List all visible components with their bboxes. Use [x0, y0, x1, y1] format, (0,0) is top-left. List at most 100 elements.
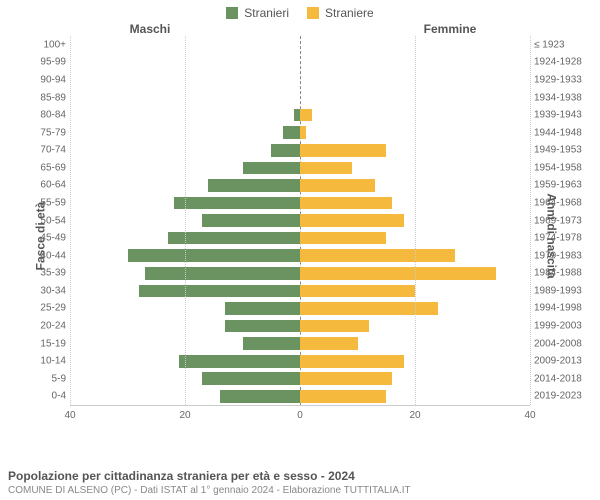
- birth-year-label: 2004-2008: [534, 338, 594, 349]
- bar-female: [300, 267, 496, 280]
- gridline: [185, 36, 186, 405]
- pyramid-row: 65-691954-1958: [70, 159, 530, 177]
- bar-male: [271, 144, 300, 157]
- bar-male: [145, 267, 300, 280]
- bar-female: [300, 285, 415, 298]
- legend: Stranieri Straniere: [0, 0, 600, 22]
- birth-year-label: 1984-1988: [534, 268, 594, 279]
- swatch-female: [307, 7, 319, 19]
- age-label: 0-4: [20, 391, 66, 402]
- birth-year-label: 1964-1968: [534, 197, 594, 208]
- bar-male: [225, 320, 300, 333]
- pyramid-row: 95-991924-1928: [70, 54, 530, 72]
- birth-year-label: 2019-2023: [534, 391, 594, 402]
- age-label: 5-9: [20, 373, 66, 384]
- legend-label-male: Stranieri: [244, 6, 289, 20]
- age-label: 90-94: [20, 74, 66, 85]
- birth-year-label: 1969-1973: [534, 215, 594, 226]
- pyramid-row: 90-941929-1933: [70, 71, 530, 89]
- bar-female: [300, 320, 369, 333]
- age-label: 55-59: [20, 197, 66, 208]
- birth-year-label: 2009-2013: [534, 356, 594, 367]
- age-label: 95-99: [20, 57, 66, 68]
- x-tick-label: 40: [524, 410, 535, 421]
- pyramid-row: 50-541969-1973: [70, 212, 530, 230]
- column-headers: Maschi Femmine: [0, 22, 600, 36]
- x-axis: 402002040: [70, 410, 530, 424]
- birth-year-label: 1934-1938: [534, 92, 594, 103]
- x-tick-label: 0: [297, 410, 303, 421]
- col-header-right: Femmine: [370, 22, 600, 36]
- pyramid-row: 100+≤ 1923: [70, 36, 530, 54]
- pyramid-row: 60-641959-1963: [70, 177, 530, 195]
- age-label: 40-44: [20, 250, 66, 261]
- bar-female: [300, 109, 312, 122]
- age-label: 45-49: [20, 233, 66, 244]
- birth-year-label: 1944-1948: [534, 127, 594, 138]
- pyramid-row: 0-42019-2023: [70, 388, 530, 406]
- x-tick-label: 20: [409, 410, 420, 421]
- age-label: 35-39: [20, 268, 66, 279]
- pyramid-row: 20-241999-2003: [70, 317, 530, 335]
- birth-year-label: 1949-1953: [534, 145, 594, 156]
- bar-male: [202, 372, 300, 385]
- bar-female: [300, 337, 358, 350]
- bar-female: [300, 249, 455, 262]
- bar-male: [128, 249, 301, 262]
- bar-female: [300, 390, 386, 403]
- age-label: 80-84: [20, 110, 66, 121]
- bar-female: [300, 355, 404, 368]
- bar-male: [139, 285, 300, 298]
- legend-item-male: Stranieri: [226, 6, 289, 20]
- x-tick-label: 20: [179, 410, 190, 421]
- footer: Popolazione per cittadinanza straniera p…: [8, 469, 592, 496]
- gridline: [70, 36, 71, 405]
- plot-area: 100+≤ 192395-991924-192890-941929-193385…: [70, 36, 530, 406]
- bar-male: [283, 126, 300, 139]
- bar-male: [208, 179, 300, 192]
- birth-year-label: 2014-2018: [534, 373, 594, 384]
- pyramid-row: 30-341989-1993: [70, 282, 530, 300]
- age-label: 25-29: [20, 303, 66, 314]
- birth-year-label: 1954-1958: [534, 162, 594, 173]
- age-label: 65-69: [20, 162, 66, 173]
- age-label: 30-34: [20, 285, 66, 296]
- x-tick-label: 40: [64, 410, 75, 421]
- age-label: 75-79: [20, 127, 66, 138]
- chart: Fasce di età Anni di nascita 100+≤ 19239…: [0, 36, 600, 436]
- pyramid-row: 55-591964-1968: [70, 194, 530, 212]
- bar-male: [225, 302, 300, 315]
- chart-subtitle: COMUNE DI ALSENO (PC) - Dati ISTAT al 1°…: [8, 485, 592, 496]
- gridline: [530, 36, 531, 405]
- birth-year-label: 1939-1943: [534, 110, 594, 121]
- pyramid-row: 35-391984-1988: [70, 265, 530, 283]
- swatch-male: [226, 7, 238, 19]
- bar-male: [179, 355, 300, 368]
- age-label: 15-19: [20, 338, 66, 349]
- pyramid-row: 75-791944-1948: [70, 124, 530, 142]
- bar-female: [300, 372, 392, 385]
- birth-year-label: 1979-1983: [534, 250, 594, 261]
- legend-label-female: Straniere: [325, 6, 374, 20]
- birth-year-label: ≤ 1923: [534, 39, 594, 50]
- legend-item-female: Straniere: [307, 6, 374, 20]
- age-label: 70-74: [20, 145, 66, 156]
- bar-female: [300, 162, 352, 175]
- rows-container: 100+≤ 192395-991924-192890-941929-193385…: [70, 36, 530, 405]
- bar-female: [300, 302, 438, 315]
- pyramid-row: 15-192004-2008: [70, 335, 530, 353]
- bar-female: [300, 214, 404, 227]
- bar-female: [300, 197, 392, 210]
- birth-year-label: 1959-1963: [534, 180, 594, 191]
- age-label: 50-54: [20, 215, 66, 226]
- birth-year-label: 1974-1978: [534, 233, 594, 244]
- pyramid-row: 45-491974-1978: [70, 229, 530, 247]
- bar-female: [300, 144, 386, 157]
- col-header-left: Maschi: [0, 22, 230, 36]
- pyramid-row: 80-841939-1943: [70, 106, 530, 124]
- bar-male: [202, 214, 300, 227]
- birth-year-label: 1989-1993: [534, 285, 594, 296]
- birth-year-label: 1929-1933: [534, 74, 594, 85]
- birth-year-label: 1924-1928: [534, 57, 594, 68]
- pyramid-row: 5-92014-2018: [70, 370, 530, 388]
